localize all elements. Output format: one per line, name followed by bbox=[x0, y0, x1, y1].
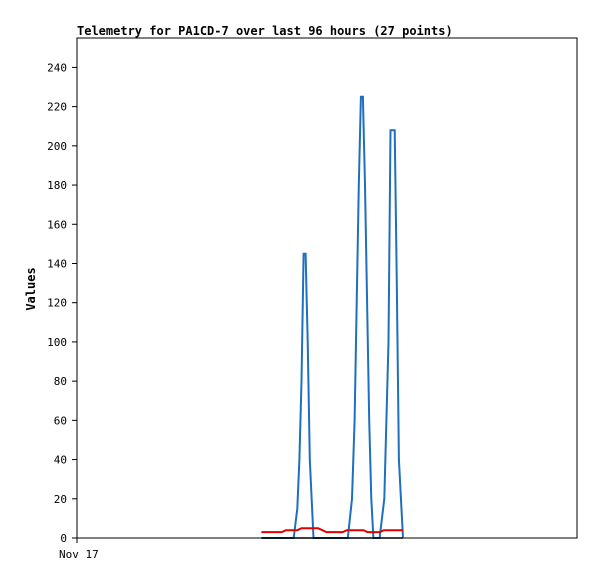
series-line-1 bbox=[261, 95, 404, 539]
plot-frame bbox=[76, 37, 578, 539]
y-tick-label: 40 bbox=[54, 454, 67, 467]
y-tick-label: 160 bbox=[47, 218, 67, 231]
y-tick-label: 20 bbox=[54, 493, 67, 506]
y-tick-label: 0 bbox=[60, 532, 67, 545]
y-tick-label: 80 bbox=[54, 375, 67, 388]
y-tick-label: 240 bbox=[47, 61, 67, 74]
series-layer bbox=[261, 95, 404, 539]
y-axis-label: Values bbox=[24, 267, 38, 310]
y-tick-label: 140 bbox=[47, 257, 67, 270]
y-axis-ticks: 0 20 40 60 80 100 120 140 160 180 200 220 240 bbox=[47, 61, 77, 545]
y-tick-label: 100 bbox=[47, 336, 67, 349]
chart-title: Telemetry for PA1CD-7 over last 96 hours… bbox=[77, 24, 453, 38]
y-tick-label: 120 bbox=[47, 297, 67, 310]
y-tick-label: 220 bbox=[47, 101, 67, 114]
series-line-2 bbox=[261, 527, 403, 534]
x-tick-label: Nov 17 bbox=[59, 548, 99, 561]
x-axis-ticks: Nov 17 bbox=[59, 538, 99, 561]
y-tick-label: 200 bbox=[47, 140, 67, 153]
y-tick-label: 180 bbox=[47, 179, 67, 192]
y-tick-label: 60 bbox=[54, 414, 67, 427]
